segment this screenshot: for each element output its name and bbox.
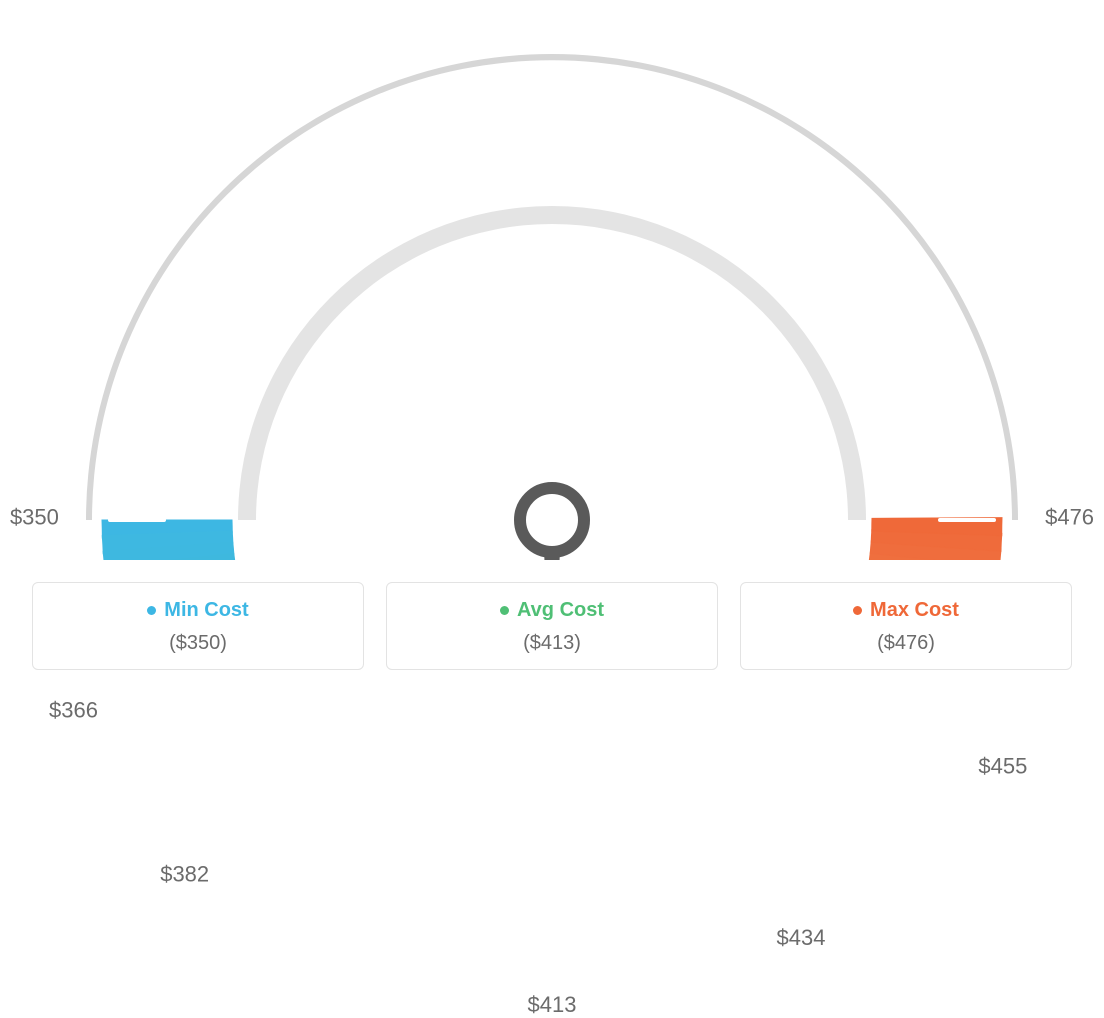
dot-icon <box>853 606 862 615</box>
legend-row: Min Cost ($350) Avg Cost ($413) Max Cost… <box>0 582 1104 670</box>
gauge-tick-label: $366 <box>49 698 98 724</box>
legend-title-max: Max Cost <box>853 599 959 622</box>
dot-icon <box>147 606 156 615</box>
gauge-tick-label: $476 <box>1045 504 1094 530</box>
gauge-tick-label: $455 <box>978 753 1027 779</box>
legend-value-avg: ($413) <box>397 632 707 655</box>
gauge-tick-label: $382 <box>160 861 209 887</box>
legend-title-text: Avg Cost <box>517 599 604 622</box>
gauge-tick-label: $350 <box>10 504 59 530</box>
legend-title-min: Min Cost <box>147 599 248 622</box>
legend-title-text: Min Cost <box>164 599 248 622</box>
legend-value-max: ($476) <box>751 632 1061 655</box>
cost-gauge-widget: $350$366$382$413$434$455$476 Min Cost ($… <box>0 0 1104 690</box>
gauge-tick-label: $434 <box>777 925 826 951</box>
legend-card-min: Min Cost ($350) <box>32 582 364 670</box>
legend-value-min: ($350) <box>43 632 353 655</box>
gauge-chart: $350$366$382$413$434$455$476 <box>0 0 1104 540</box>
gauge-tick-label: $413 <box>528 992 577 1018</box>
legend-card-max: Max Cost ($476) <box>740 582 1072 670</box>
legend-title-text: Max Cost <box>870 599 959 622</box>
legend-title-avg: Avg Cost <box>500 599 604 622</box>
dot-icon <box>500 606 509 615</box>
legend-card-avg: Avg Cost ($413) <box>386 582 718 670</box>
